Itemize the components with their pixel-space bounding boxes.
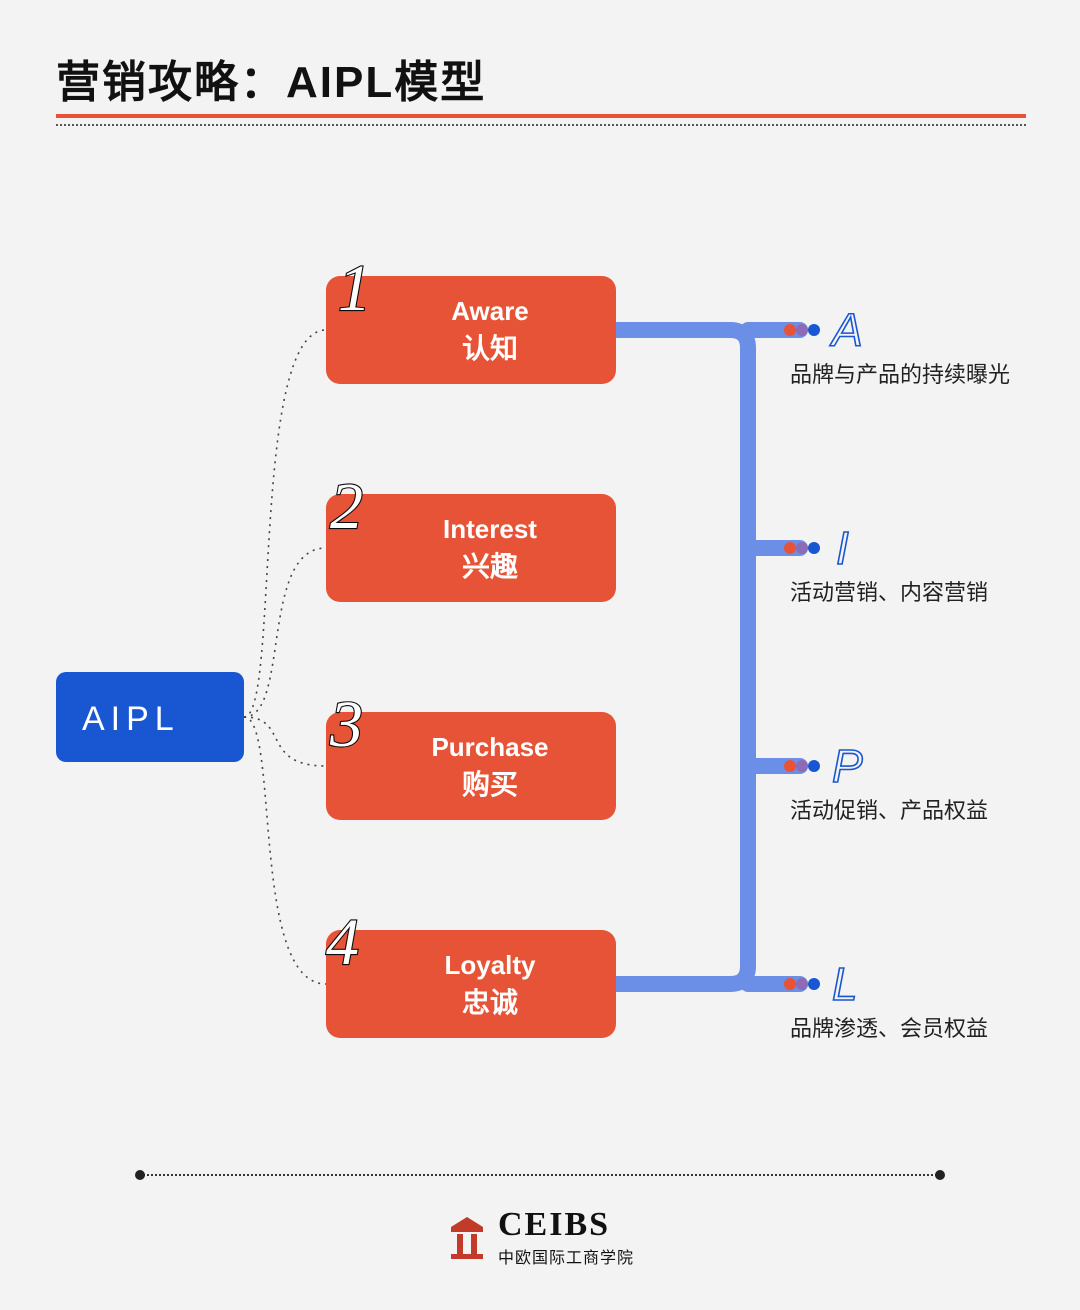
item-1-en: Aware bbox=[451, 296, 529, 326]
item-3-en: Purchase bbox=[431, 732, 548, 762]
dot-icon bbox=[808, 760, 820, 772]
logo-sub: 中欧国际工商学院 bbox=[498, 1244, 634, 1268]
item-4-letter: L bbox=[832, 958, 858, 1010]
connector-3 bbox=[244, 717, 326, 766]
dot-icon bbox=[784, 324, 796, 336]
item-2-letter: I bbox=[836, 522, 849, 574]
item-4-desc: 品牌渗透、会员权益 bbox=[790, 1016, 988, 1041]
dot-icon bbox=[796, 978, 808, 990]
item-3: 3 Purchase 购买 P 活动促销、产品权益 bbox=[326, 688, 988, 823]
dot-icon bbox=[808, 324, 820, 336]
item-4: 4 Loyalty 忠诚 L 品牌渗透、会员权益 bbox=[326, 906, 988, 1041]
pipe-trunk bbox=[616, 330, 748, 984]
diagram-canvas: AIPL 1 Aware 认知 A 品牌与产品的持续曝光 2 Interest … bbox=[0, 160, 1080, 1140]
dot-icon bbox=[784, 542, 796, 554]
item-1: 1 Aware 认知 A 品牌与产品的持续曝光 bbox=[326, 252, 1010, 387]
item-4-number: 4 bbox=[326, 906, 359, 979]
item-1-cn: 认知 bbox=[462, 332, 518, 364]
item-1-number: 1 bbox=[338, 252, 371, 325]
item-3-cn: 购买 bbox=[462, 768, 518, 800]
root-label: AIPL bbox=[82, 700, 180, 738]
dot-icon bbox=[784, 760, 796, 772]
dot-icon bbox=[796, 324, 808, 336]
item-4-en: Loyalty bbox=[444, 950, 536, 980]
ceibs-mark-icon bbox=[446, 1214, 488, 1262]
logo-main: CEIBS bbox=[498, 1208, 610, 1242]
title-underline-accent bbox=[56, 114, 1026, 118]
item-4-cn: 忠诚 bbox=[462, 987, 518, 1018]
item-3-number: 3 bbox=[329, 688, 363, 761]
dot-icon bbox=[796, 542, 808, 554]
footer-divider bbox=[140, 1170, 940, 1180]
connector-1 bbox=[244, 330, 326, 717]
item-2-cn: 兴趣 bbox=[462, 551, 518, 582]
item-2-desc: 活动营销、内容营销 bbox=[790, 580, 988, 605]
title-underline-dotted bbox=[56, 124, 1026, 126]
dot-icon bbox=[808, 978, 820, 990]
item-1-letter: A bbox=[829, 304, 863, 356]
dot-icon bbox=[796, 760, 808, 772]
page-title: 营销攻略：AIPL模型 bbox=[56, 46, 486, 110]
item-3-desc: 活动促销、产品权益 bbox=[790, 798, 988, 823]
item-2-number: 2 bbox=[330, 470, 363, 543]
item-1-desc: 品牌与产品的持续曝光 bbox=[790, 362, 1010, 387]
item-2: 2 Interest 兴趣 I 活动营销、内容营销 bbox=[326, 470, 988, 605]
dot-icon bbox=[784, 978, 796, 990]
dot-icon bbox=[808, 542, 820, 554]
item-3-letter: P bbox=[832, 740, 863, 792]
connector-4 bbox=[244, 717, 326, 984]
item-2-en: Interest bbox=[443, 514, 537, 544]
footer-logo: CEIBS 中欧国际工商学院 bbox=[0, 1208, 1080, 1268]
